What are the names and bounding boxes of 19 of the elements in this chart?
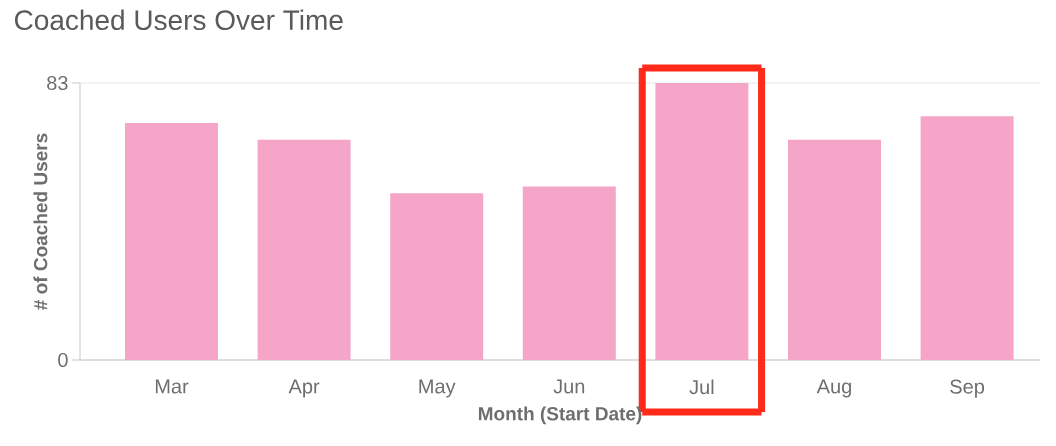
- x-tick-label: Mar: [155, 379, 189, 394]
- x-tick-label: Jun: [553, 379, 585, 394]
- x-tick-label: Jul: [689, 379, 714, 395]
- bar: [787, 139, 881, 360]
- chart-title: Coached Users Over Time: [14, 9, 343, 31]
- x-axis-title: Month (Start Date): [478, 406, 642, 425]
- y-tick-label: 0: [58, 352, 68, 368]
- bar: [390, 193, 484, 360]
- bar: [920, 116, 1014, 360]
- bar: [125, 123, 218, 360]
- y-tick-label: 83: [47, 75, 68, 91]
- x-tick-label: Aug: [816, 379, 851, 398]
- x-tick-label: Sep: [950, 379, 985, 398]
- bar: [655, 83, 749, 360]
- bar: [257, 139, 351, 360]
- bar: [522, 186, 616, 360]
- x-tick-label: May: [419, 379, 456, 398]
- x-tick-label: Apr: [288, 379, 320, 398]
- y-axis-title: # of Coached Users: [33, 133, 48, 310]
